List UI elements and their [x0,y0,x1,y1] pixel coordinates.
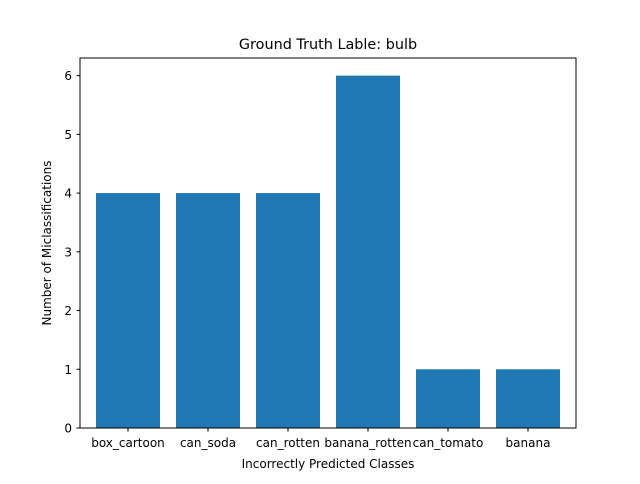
x-axis: box_cartoon can_soda can_rotten banana_rott… [91,428,550,450]
x-tick-label: can_tomato [413,436,484,450]
y-axis-label: Number of Miclassifications [40,161,54,326]
y-tick-label: 3 [64,245,72,259]
x-tick-label: banana_rotten [324,436,411,450]
bar-banana_rotten [336,75,400,428]
bar-can_rotten [256,193,320,428]
x-tick-label: box_cartoon [91,436,165,450]
x-tick-label: can_rotten [256,436,320,450]
bar-banana [496,369,560,428]
y-tick-label: 2 [64,304,72,318]
bar-can_soda [176,193,240,428]
bars-group [96,75,560,428]
bar-can_tomato [416,369,480,428]
y-axis: 0 1 2 3 4 5 6 [64,69,80,436]
y-tick-label: 4 [64,187,72,201]
bar-box_cartoon [96,193,160,428]
y-tick-label: 5 [64,128,72,142]
y-tick-label: 0 [64,422,72,436]
chart-title: Ground Truth Lable: bulb [239,37,417,53]
x-tick-label: banana [506,436,551,450]
x-axis-label: Incorrectly Predicted Classes [242,457,415,471]
plot-frame [79,57,577,429]
y-tick-label: 6 [64,69,72,83]
y-tick-label: 1 [64,363,72,377]
x-tick-label: can_soda [180,436,236,450]
